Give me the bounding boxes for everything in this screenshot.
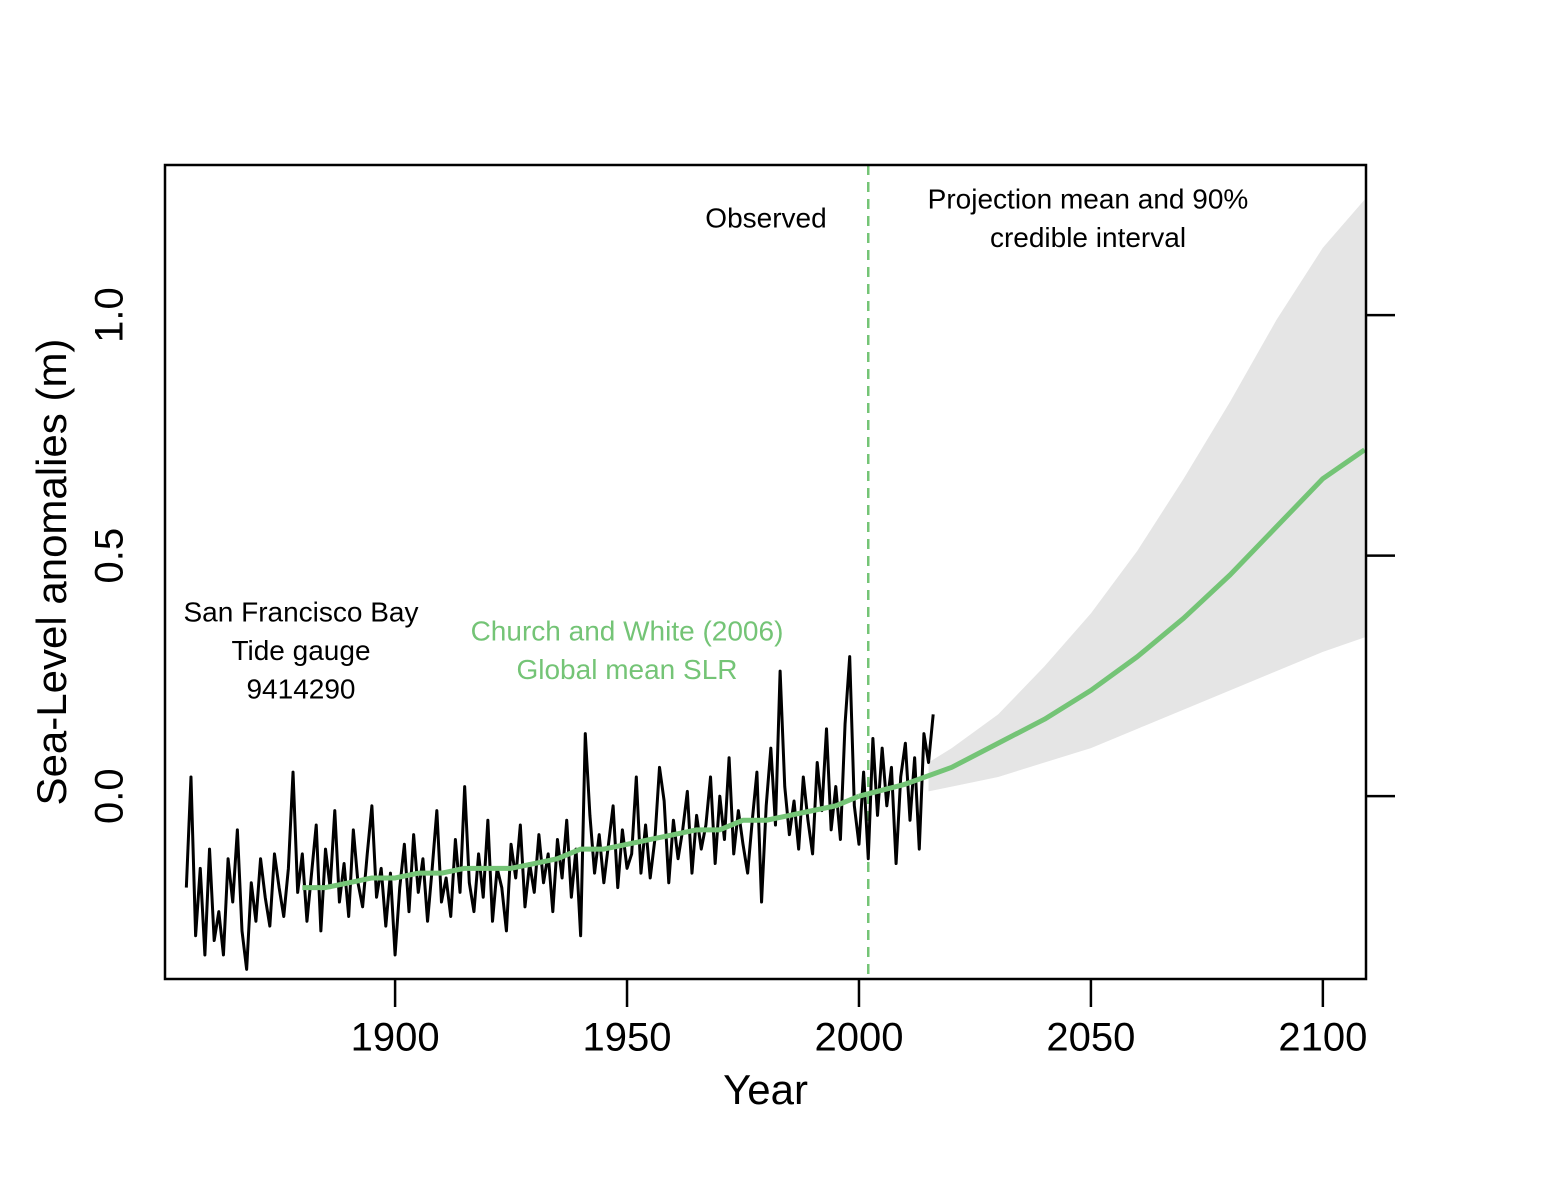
series-line <box>858 447 1367 799</box>
y-tick-label: 0.0 <box>88 768 132 824</box>
annotation: Observed <box>705 202 826 233</box>
annotation: 9414290 <box>246 673 355 704</box>
x-tick-label: 1950 <box>583 1016 672 1060</box>
annotation: Church and White (2006) <box>471 615 784 646</box>
plot-frame <box>163 163 1368 981</box>
annotation: Tide gauge <box>231 635 370 666</box>
annotation: San Francisco Bay <box>184 596 419 627</box>
y-tick-label: 1.0 <box>88 287 132 343</box>
series-line <box>302 793 860 891</box>
y-axis-label: Sea-Level anomalies (m) <box>28 339 75 806</box>
x-tick-label: 2050 <box>1046 1016 1135 1060</box>
x-axis-label: Year <box>723 1066 808 1113</box>
x-tick-label: 2100 <box>1278 1016 1367 1060</box>
x-tick-label: 1900 <box>351 1016 440 1060</box>
annotation: credible interval <box>990 222 1186 253</box>
credible-band <box>928 199 1365 792</box>
annotation: Projection mean and 90% <box>928 183 1249 214</box>
y-tick-label: 0.5 <box>88 528 132 584</box>
x-tick-label: 2000 <box>814 1016 903 1060</box>
annotation: Global mean SLR <box>516 654 737 685</box>
